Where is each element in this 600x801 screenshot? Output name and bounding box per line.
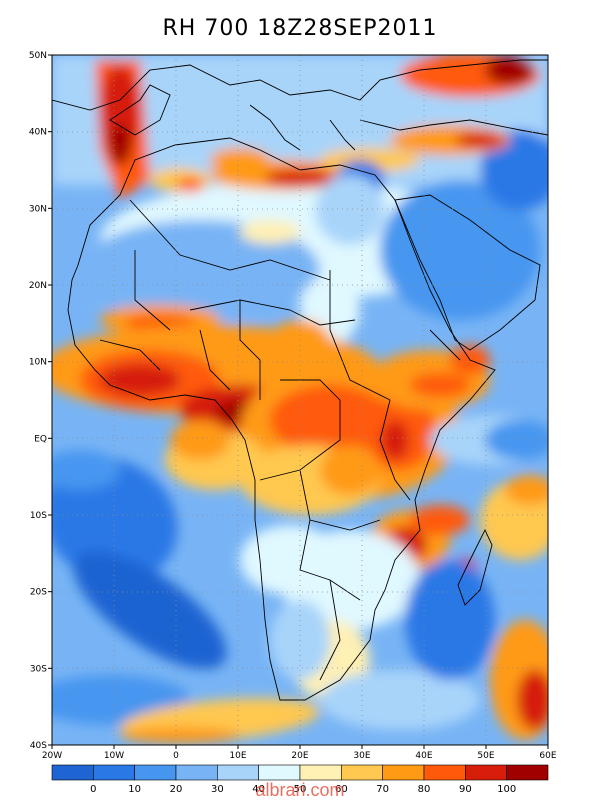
lat-tick-label: 50N (29, 51, 47, 61)
humidity-field (52, 55, 548, 745)
colorbar-swatch (299, 764, 342, 781)
colorbar-swatch (175, 764, 218, 781)
coastlines (52, 59, 548, 701)
lon-tick-label: 50E (477, 751, 494, 761)
lat-tick-label: 10S (30, 511, 47, 521)
lon-tick-label: 20W (42, 751, 62, 761)
lat-tick-label: 10N (29, 358, 47, 368)
colorbar-label: 100 (497, 784, 516, 795)
colorbar-swatch (258, 764, 301, 781)
colorbar-swatch (51, 764, 94, 781)
colorbar-swatch (217, 764, 259, 781)
lat-tick-label: 40N (29, 128, 47, 138)
lat-tick-label: EQ (34, 434, 47, 444)
map-title: RH 700 18Z28SEP2011 (162, 16, 438, 41)
lon-tick-label: 30E (353, 751, 370, 761)
longitude-axis: 20W 10W 0 10E 20E 30E 40E 50E 60E (42, 745, 557, 761)
colorbar-swatch (341, 764, 383, 781)
colorbar-label: 80 (418, 784, 431, 795)
colorbar-label: 0 (90, 784, 96, 795)
graticule (52, 55, 548, 745)
colorbar-swatch (134, 764, 177, 781)
colorbar-swatch (93, 764, 135, 781)
lat-tick-label: 20N (29, 281, 47, 291)
colorbar-label: 30 (211, 784, 224, 795)
latitude-axis: 50N 40N 30N 20N 10N EQ 10S 20S 30S 40S (29, 51, 52, 751)
colorbar-label: 40 (252, 784, 265, 795)
lat-tick-label: 20S (30, 588, 47, 598)
lon-tick-label: 10E (229, 751, 246, 761)
colorbar-label: 70 (376, 784, 389, 795)
lat-tick-label: 30N (29, 204, 47, 214)
colorbar-swatch (465, 764, 507, 781)
colorbar-swatch (506, 764, 549, 781)
colorbar-swatch (423, 764, 466, 781)
lon-tick-label: 60E (539, 751, 556, 761)
colorbar-label: 50 (294, 784, 307, 795)
colorbar-label: 60 (335, 784, 348, 795)
lon-tick-label: 0 (173, 751, 179, 761)
colorbar-label: 10 (128, 784, 141, 795)
lat-tick-label: 40S (30, 741, 47, 751)
lat-tick-label: 30S (30, 664, 47, 674)
lon-tick-label: 40E (415, 751, 432, 761)
colorbar: 0 10 20 30 40 50 60 70 80 90 100 (51, 764, 549, 795)
lon-tick-label: 20E (291, 751, 308, 761)
colorbar-label: 90 (459, 784, 472, 795)
colorbar-swatch (382, 764, 425, 781)
lon-tick-label: 10W (104, 751, 124, 761)
colorbar-label: 20 (170, 784, 183, 795)
